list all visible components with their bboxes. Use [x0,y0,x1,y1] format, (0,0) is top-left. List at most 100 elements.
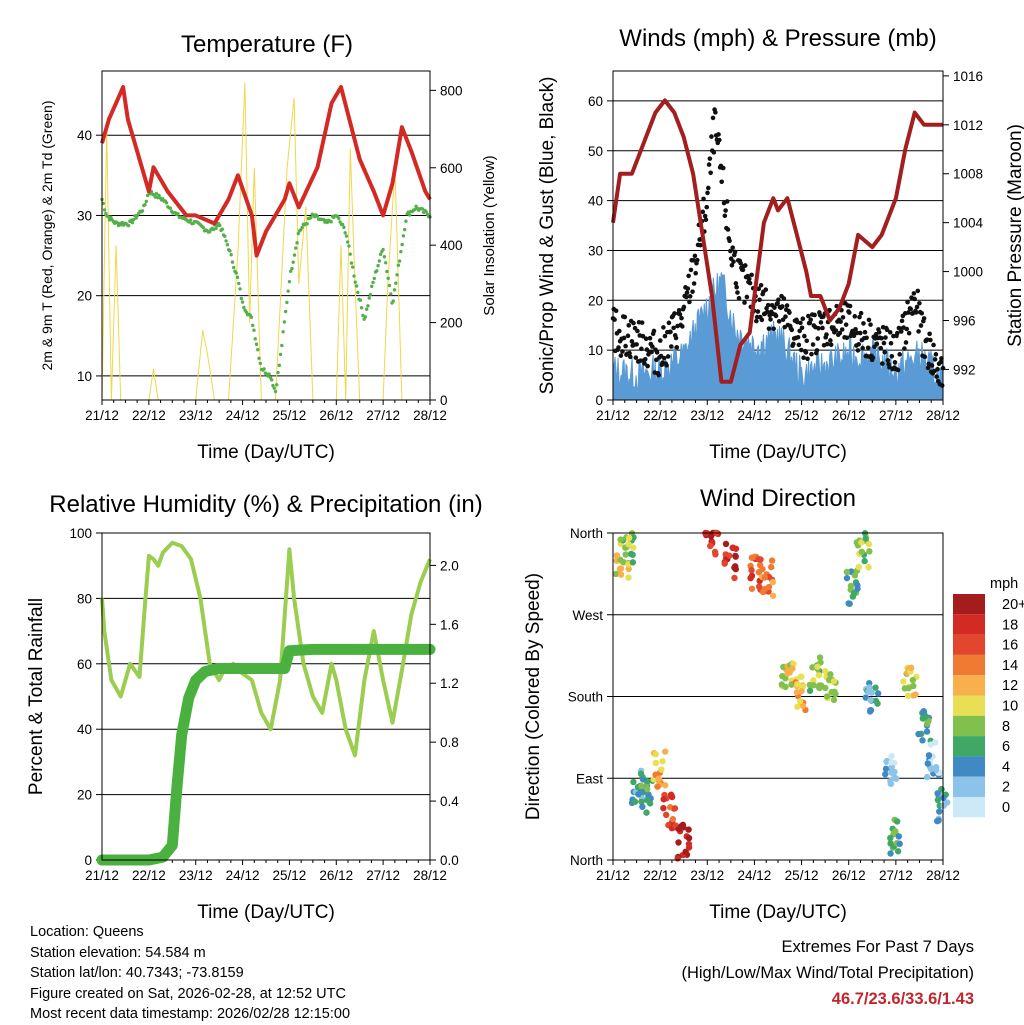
gust-point [755,309,761,314]
dewpoint-point [176,211,180,216]
direction-point [927,741,934,748]
extremes-values: 46.7/23.6/33.6/1.43 [831,990,974,1008]
dewpoint-point [234,271,238,275]
y2-tick-label: 992 [953,362,976,377]
gust-point [802,333,807,339]
direction-point [934,790,941,797]
dewpoint-point [385,269,389,274]
legend-swatch [953,614,985,635]
gust-point [865,345,871,351]
dewpoint-point [252,328,256,332]
y-tick-label: East [576,771,603,786]
x-axis-label: Time (Day/UTC) [709,442,847,463]
gust-point [856,341,862,347]
dewpoint-point [309,215,313,220]
direction-point [887,840,894,847]
direction-point [919,715,926,722]
dewpoint-point [168,206,173,210]
gust-point [705,190,710,196]
direction-point [662,748,669,755]
x-tick-label: 25/12 [785,868,819,883]
gust-point [713,110,718,115]
gust-point [934,374,939,379]
station-info: Location: Queens Station elevation: 54.5… [30,922,350,1025]
direction-point [722,540,730,548]
gust-point [688,267,694,273]
gust-point [702,213,708,219]
gust-point [799,325,805,331]
gust-point [734,284,739,290]
dewpoint-point [381,247,385,252]
chart-title: Relative Humidity (%) & Precipitation (i… [49,491,482,518]
direction-point [810,677,817,684]
gust-point [858,310,864,316]
dewpoint-point [201,225,206,230]
dewpoint-point [237,281,241,286]
direction-point [732,552,739,560]
gust-point [719,179,724,185]
gust-point [720,165,726,171]
direction-point [638,782,645,790]
direction-point [721,560,728,567]
gust-point [913,310,919,315]
gust-point [617,328,622,334]
gust-point [781,296,787,301]
gust-point [686,273,691,279]
dewpoint-point [240,300,245,304]
y-tick-label: 60 [77,657,92,672]
gust-point [895,367,901,373]
dewpoint-point [218,223,222,228]
x-tick-label: 27/12 [879,868,913,883]
direction-point [827,671,834,678]
gust-point [844,335,850,341]
direction-point [915,730,922,738]
gust-point [676,307,682,313]
direction-point [796,698,804,705]
direction-point [635,791,642,798]
gust-point [647,335,653,341]
dewpoint-point [273,389,278,394]
gust-point [691,281,697,286]
y-tick-label: North [570,853,603,868]
direction-point [779,672,786,680]
y2-tick-label: 1.2 [440,676,459,691]
x-tick-label: 27/12 [879,408,913,423]
gust-point [622,314,628,320]
gust-point [925,365,931,371]
direction-point [622,551,629,558]
x-tick-label: 27/12 [366,868,400,883]
direction-point [867,696,874,704]
direction-point [866,684,873,691]
y2-axis-label: Station Pressure (Maroon) [1005,124,1024,347]
direction-point [814,663,821,670]
gust-point [801,355,806,361]
extremes-title: Extremes For Past 7 Days [781,938,974,956]
y2-tick-label: 996 [953,314,976,329]
gust-point [626,323,632,328]
legend-swatch [953,654,985,676]
y2-tick-label: 600 [440,161,463,176]
gust-point [880,361,885,366]
dewpoint-point [220,227,225,231]
gust-point [693,270,698,276]
direction-point [630,778,637,786]
dewpoint-point [397,259,402,263]
dewpoint-point [347,244,351,248]
gust-point [809,351,814,357]
gust-point [868,322,873,327]
gust-point [677,312,683,317]
gust-point [620,349,625,354]
y-tick-label: 50 [588,144,603,159]
dewpoint-point [343,231,347,235]
direction-point [759,565,766,573]
gust-point [847,303,853,309]
legend-swatch [953,776,985,797]
direction-point [851,572,859,579]
gust-point [906,310,911,315]
gust-point [837,330,843,336]
gust-point [795,334,801,340]
direction-point [761,585,769,593]
y2-tick-label: 1016 [953,69,983,84]
direction-point [858,539,865,546]
x-tick-label: 25/12 [273,868,307,883]
